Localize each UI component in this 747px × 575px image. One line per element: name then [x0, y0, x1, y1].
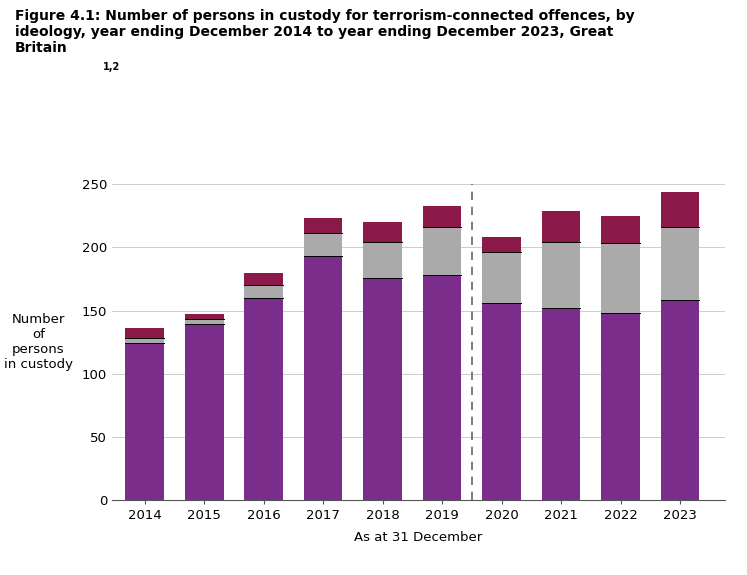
Bar: [542, 308, 580, 500]
Bar: [483, 252, 521, 303]
Bar: [423, 227, 462, 275]
Bar: [660, 227, 699, 300]
Bar: [483, 237, 521, 252]
Bar: [601, 216, 640, 243]
Bar: [660, 191, 699, 227]
Bar: [244, 273, 283, 285]
Bar: [304, 218, 342, 233]
Bar: [363, 222, 402, 242]
Bar: [423, 205, 462, 227]
Bar: [304, 256, 342, 500]
Bar: [660, 300, 699, 500]
Bar: [363, 278, 402, 500]
Bar: [185, 315, 223, 319]
Bar: [601, 243, 640, 313]
Bar: [244, 298, 283, 500]
Bar: [483, 303, 521, 500]
Bar: [125, 343, 164, 500]
Y-axis label: Number
of
persons
in custody: Number of persons in custody: [4, 313, 73, 371]
X-axis label: As at 31 December: As at 31 December: [354, 531, 483, 543]
Bar: [244, 285, 283, 298]
Bar: [601, 313, 640, 500]
Bar: [125, 328, 164, 338]
Bar: [185, 319, 223, 324]
Text: Figure 4.1: Number of persons in custody for terrorism-connected offences, by
id: Figure 4.1: Number of persons in custody…: [15, 9, 634, 55]
Text: 1,2: 1,2: [103, 62, 120, 71]
Bar: [542, 210, 580, 242]
Bar: [363, 242, 402, 278]
Bar: [125, 338, 164, 343]
Bar: [185, 324, 223, 500]
Bar: [542, 242, 580, 308]
Bar: [304, 233, 342, 256]
Bar: [423, 275, 462, 500]
